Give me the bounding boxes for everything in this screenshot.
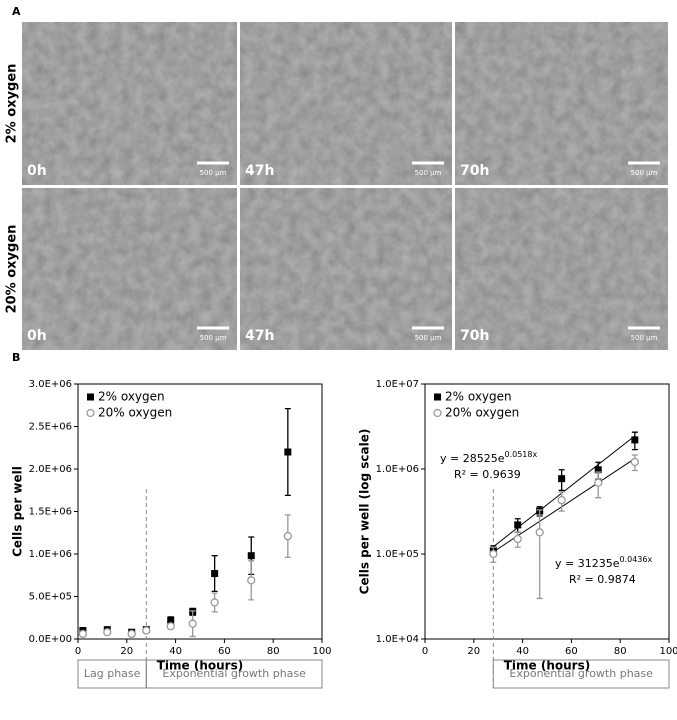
y-tick-label: 1.0E+06 xyxy=(376,464,419,475)
x-tick-label: 60 xyxy=(565,646,578,657)
legend-marker xyxy=(86,408,95,418)
scale-label: 500 µm xyxy=(200,169,227,177)
phase-label: Exponential growth phase xyxy=(509,667,653,680)
micrograph xyxy=(455,22,668,185)
marker xyxy=(188,619,197,628)
y-tick-label: 1.0E+07 xyxy=(376,379,419,390)
x-tick-label: 80 xyxy=(267,646,280,657)
fit-equation: y = 31235e0.0436x xyxy=(555,555,652,571)
x-tick-label: 0 xyxy=(75,646,81,657)
x-tick-label: 0 xyxy=(422,646,428,657)
marker xyxy=(210,598,219,607)
fit-r2: R² = 0.9874 xyxy=(569,573,636,586)
exponent: 0.0518x xyxy=(504,450,537,459)
y-tick-label: 1.0E+04 xyxy=(376,634,419,645)
error-bar xyxy=(536,509,543,600)
micrograph xyxy=(455,188,668,350)
y-tick-label: 5.0E+05 xyxy=(29,592,72,603)
marker xyxy=(594,478,603,487)
marker xyxy=(514,521,522,529)
x-tick-label: 20 xyxy=(120,646,133,657)
phase-box xyxy=(492,659,670,689)
legend-label: 20% oxygen xyxy=(445,406,519,420)
y-axis-label: Cells per well (log scale) xyxy=(358,429,372,595)
panel-label: A xyxy=(12,5,21,18)
y-tick-label: 3.0E+06 xyxy=(29,379,72,390)
scale-label: 500 µm xyxy=(415,334,442,342)
phase-label: Exponential growth phase xyxy=(162,667,306,680)
marker xyxy=(631,436,639,444)
marker xyxy=(211,570,219,578)
marker xyxy=(127,629,136,639)
marker xyxy=(167,616,175,624)
marker xyxy=(489,549,498,559)
scale-label: 500 µm xyxy=(200,334,227,342)
y-tick-label: 1.0E+06 xyxy=(29,549,72,560)
micrograph xyxy=(22,188,237,350)
marker xyxy=(594,466,602,474)
equation: y = 28525e xyxy=(440,452,505,465)
legend-marker xyxy=(87,393,94,401)
x-tick-label: 100 xyxy=(659,646,677,657)
marker xyxy=(103,628,112,637)
marker xyxy=(283,532,292,541)
plot-frame xyxy=(424,383,670,640)
legend-label: 2% oxygen xyxy=(98,390,165,404)
marker xyxy=(535,528,544,537)
y-tick-label: 2.5E+06 xyxy=(29,422,72,433)
x-tick-label: 40 xyxy=(516,646,529,657)
legend-marker xyxy=(434,393,441,401)
fit-r2: R² = 0.9639 xyxy=(454,468,521,481)
marker xyxy=(630,457,639,467)
micrograph xyxy=(240,22,452,185)
time-label: 70h xyxy=(460,163,489,179)
time-label: 70h xyxy=(460,328,489,344)
legend-marker xyxy=(433,408,442,418)
time-label: 47h xyxy=(245,163,274,179)
scale-label: 500 µm xyxy=(631,169,658,177)
marker xyxy=(166,622,175,631)
scale-label: 500 µm xyxy=(631,334,658,342)
phase-label: Lag phase xyxy=(84,667,141,680)
plot-frame xyxy=(77,383,323,640)
phase-box xyxy=(145,659,323,689)
x-tick-label: 20 xyxy=(467,646,480,657)
scale-label: 500 µm xyxy=(415,169,442,177)
marker xyxy=(247,552,255,560)
y-tick-label: 0.0E+00 xyxy=(29,634,72,645)
marker xyxy=(558,475,566,483)
legend-label: 2% oxygen xyxy=(445,390,512,404)
marker xyxy=(142,626,151,635)
marker xyxy=(78,629,88,639)
y-tick-label: 2.0E+06 xyxy=(29,464,72,475)
x-tick-label: 100 xyxy=(312,646,331,657)
marker xyxy=(557,496,566,505)
y-tick-label: 1.0E+05 xyxy=(376,549,419,560)
legend-label: 20% oxygen xyxy=(98,406,172,420)
x-tick-label: 80 xyxy=(614,646,627,657)
micrograph xyxy=(240,188,452,350)
x-axis-label: Time (hours) xyxy=(504,659,590,673)
time-label: 0h xyxy=(27,163,47,179)
y-axis-label: Cells per well xyxy=(11,466,25,557)
row-label: 20% oxygen xyxy=(5,225,20,314)
micrograph xyxy=(22,22,237,185)
fit-equation: y = 28525e0.0518x xyxy=(440,450,537,466)
panel-label: B xyxy=(12,351,20,364)
y-tick-label: 1.5E+06 xyxy=(29,507,72,518)
x-tick-label: 40 xyxy=(169,646,182,657)
x-tick-label: 60 xyxy=(218,646,231,657)
x-axis-label: Time (hours) xyxy=(157,659,243,673)
row-label: 2% oxygen xyxy=(5,64,20,144)
marker xyxy=(513,534,522,544)
exponent: 0.0436x xyxy=(619,555,652,564)
time-label: 47h xyxy=(245,328,274,344)
equation: y = 31235e xyxy=(555,557,620,570)
marker xyxy=(284,448,292,456)
time-label: 0h xyxy=(27,328,47,344)
marker xyxy=(247,576,256,585)
